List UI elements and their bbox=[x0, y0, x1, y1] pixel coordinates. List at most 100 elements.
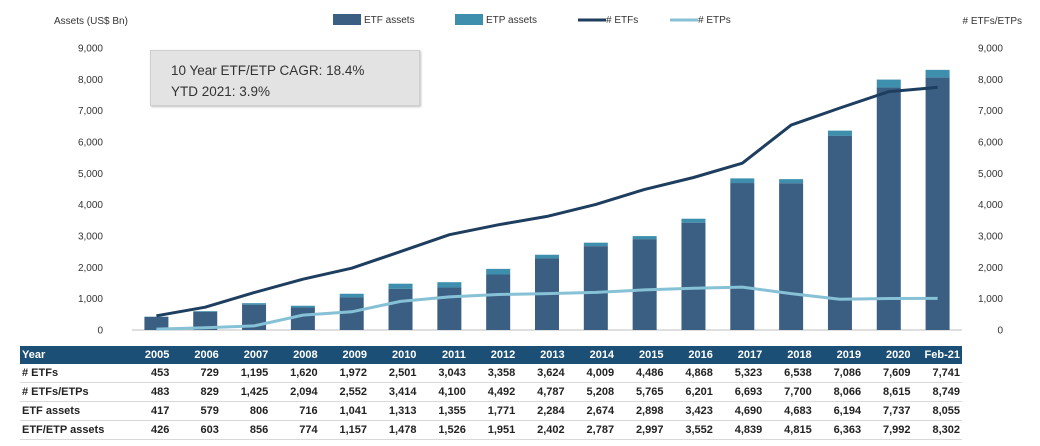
legend-swatch-etp-assets bbox=[455, 14, 483, 25]
bar-etf-assets-2017 bbox=[730, 183, 755, 330]
table-cell: 7,609 bbox=[863, 364, 913, 383]
table-cell: 829 bbox=[171, 382, 221, 402]
table-cell: 2,402 bbox=[517, 420, 567, 440]
table-cell: 8,749 bbox=[912, 382, 962, 402]
bar-etp-assets-2008 bbox=[290, 305, 315, 308]
table-cell: 3,414 bbox=[369, 382, 419, 402]
bar-etf-assets-2020 bbox=[876, 87, 901, 330]
bar-etp-assets-2007 bbox=[242, 303, 267, 305]
table-cell: 1,478 bbox=[369, 420, 419, 440]
table-header-row: Year 2005 2006 2007 2008 2009 2010 2011 2012 2013… bbox=[20, 346, 962, 364]
table-cell: 7,992 bbox=[863, 420, 913, 440]
table-header-cell: 2005 bbox=[122, 346, 172, 364]
bar-etf-assets-2010 bbox=[388, 288, 413, 330]
table-header-cell: 2006 bbox=[171, 346, 221, 364]
right-axis-ticks: 0 1,000 2,000 3,000 4,000 5,000 6,000 7,000 8,00… bbox=[978, 44, 1003, 337]
table-cell: 716 bbox=[270, 401, 320, 421]
line-series bbox=[156, 85, 938, 331]
table-header-cell: 2018 bbox=[764, 346, 814, 364]
table-cell: 4,839 bbox=[714, 420, 765, 440]
table-cell: 8,066 bbox=[813, 382, 864, 402]
table-cell: 5,323 bbox=[714, 364, 765, 383]
bar-etp-assets-2018 bbox=[779, 179, 804, 184]
table-cell: 3,043 bbox=[418, 364, 468, 383]
bar-etp-assets-2017 bbox=[730, 178, 755, 184]
y-tick-label: 6,000 bbox=[78, 138, 103, 149]
table-header-cell: 2017 bbox=[714, 346, 765, 364]
table-row: ETF/ETP assets 426 603 856 774 1,157 1,478 1,52… bbox=[20, 420, 962, 440]
table-header-cell: 2016 bbox=[665, 346, 715, 364]
bar-etp-assets-2014 bbox=[583, 242, 608, 247]
y2-tick-label: 7,000 bbox=[978, 106, 1003, 117]
table-header-cell: 2007 bbox=[220, 346, 271, 364]
legend-label-etfs-count: # ETFs bbox=[606, 15, 638, 26]
bar-etp-assets-2019 bbox=[827, 130, 852, 136]
data-table: Year 2005 2006 2007 2008 2009 2010 2011 2012 2013… bbox=[20, 346, 962, 440]
y2-tick-label: 4,000 bbox=[978, 200, 1003, 211]
bar-etp-assets-2013 bbox=[535, 254, 559, 259]
table-header-cell: 2013 bbox=[517, 346, 567, 364]
right-axis-title: # ETFs/ETPs bbox=[963, 16, 1022, 27]
table-cell: 1,195 bbox=[220, 364, 271, 383]
bar-etp-assets-2012 bbox=[486, 268, 511, 275]
table-cell: 7,700 bbox=[764, 382, 814, 402]
table-cell: 6,538 bbox=[764, 364, 814, 383]
line-etfs bbox=[156, 85, 938, 318]
table-cell: 4,683 bbox=[764, 401, 814, 421]
bar-etp-assets-2009 bbox=[339, 293, 364, 298]
line-etps bbox=[156, 285, 938, 331]
table-header-cell: 2010 bbox=[369, 346, 419, 364]
table-cell: 8,615 bbox=[863, 382, 913, 402]
table-cell: 1,355 bbox=[418, 401, 468, 421]
table-cell: 8,055 bbox=[912, 401, 962, 421]
cagr-annotation: 10 Year ETF/ETP CAGR: 18.4% YTD 2021: 3.… bbox=[150, 50, 420, 106]
bar-etf-assets-2006 bbox=[193, 311, 218, 330]
bar-etf-assets-2016 bbox=[681, 222, 706, 330]
table-cell: 2,787 bbox=[566, 420, 617, 440]
legend-label-etf-assets: ETF assets bbox=[364, 15, 415, 26]
table-cell: 4,815 bbox=[764, 420, 814, 440]
table-cell: 1,620 bbox=[270, 364, 320, 383]
bar-etf-assets-2014 bbox=[583, 246, 608, 330]
legend-label-etp-assets: ETP assets bbox=[486, 15, 537, 26]
y2-tick-label: 1,000 bbox=[978, 294, 1003, 305]
y2-tick-label: 0 bbox=[997, 326, 1003, 337]
table-cell: 6,363 bbox=[813, 420, 864, 440]
table-cell: 453 bbox=[122, 364, 172, 383]
bar-etp-assets-2011 bbox=[437, 282, 462, 288]
table-cell: 2,997 bbox=[616, 420, 666, 440]
table-header-cell: 2015 bbox=[616, 346, 666, 364]
table-row-label: # ETFs/ETPs bbox=[20, 382, 122, 402]
table-header-cell: 2019 bbox=[813, 346, 864, 364]
table-cell: 774 bbox=[270, 420, 320, 440]
bar-etp-assets-2016 bbox=[681, 218, 706, 223]
cagr-annotation-line2: YTD 2021: 3.9% bbox=[171, 84, 271, 99]
table-header-cell: 2009 bbox=[319, 346, 370, 364]
table-row-label: ETF assets bbox=[20, 401, 122, 421]
table-cell: 1,972 bbox=[319, 364, 370, 383]
table-cell: 603 bbox=[171, 420, 221, 440]
y2-tick-label: 8,000 bbox=[978, 75, 1003, 86]
bar-etf-assets-Feb-21 bbox=[925, 77, 950, 330]
legend-swatch-etf-assets bbox=[333, 14, 361, 25]
table-header-cell: Feb-21 bbox=[912, 346, 962, 364]
y-tick-label: 3,000 bbox=[78, 232, 103, 243]
y-tick-label: 4,000 bbox=[78, 200, 103, 211]
table-header-cell: 2014 bbox=[566, 346, 617, 364]
bar-etf-assets-2012 bbox=[486, 274, 511, 330]
table-cell: 1,157 bbox=[319, 420, 370, 440]
bar-etf-assets-2008 bbox=[290, 307, 315, 330]
table-cell: 2,284 bbox=[517, 401, 567, 421]
table-cell: 3,423 bbox=[665, 401, 715, 421]
table-cell: 3,624 bbox=[517, 364, 567, 383]
table-header-cell: 2020 bbox=[863, 346, 913, 364]
table-cell: 3,358 bbox=[467, 364, 518, 383]
bar-etp-assets-Feb-21 bbox=[925, 69, 950, 78]
table-cell: 1,041 bbox=[319, 401, 370, 421]
table-cell: 4,009 bbox=[566, 364, 617, 383]
table-cell: 579 bbox=[171, 401, 221, 421]
table-cell: 1,425 bbox=[220, 382, 271, 402]
table-cell: 426 bbox=[122, 420, 172, 440]
table-cell: 6,201 bbox=[665, 382, 715, 402]
y-tick-label: 2,000 bbox=[78, 263, 103, 274]
